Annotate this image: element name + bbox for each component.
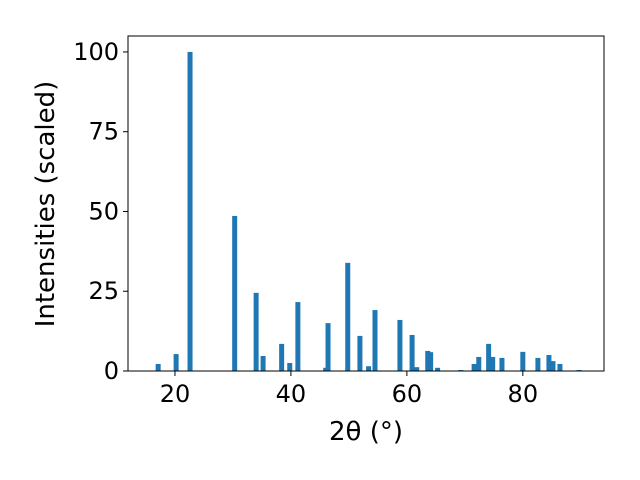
bar <box>187 51 193 371</box>
plot-frame <box>127 35 605 372</box>
bar <box>499 357 505 371</box>
y-axis-label: Intensities (scaled) <box>31 81 61 328</box>
bar <box>550 361 556 371</box>
bar <box>486 343 492 371</box>
bar <box>397 319 403 371</box>
x-tick-label: 60 <box>392 380 423 408</box>
bar <box>325 323 331 371</box>
bar <box>295 302 301 371</box>
bar <box>476 356 482 371</box>
bar <box>232 215 238 371</box>
bar <box>260 356 266 371</box>
x-axis-label: 2θ (°) <box>329 417 403 447</box>
bar <box>287 363 293 371</box>
bar <box>557 363 563 371</box>
bar <box>173 354 179 371</box>
y-tick-label: 100 <box>73 38 119 66</box>
bar <box>490 356 496 371</box>
bar <box>372 310 378 371</box>
y-tick-label: 75 <box>88 118 119 146</box>
x-tick-label: 40 <box>276 380 307 408</box>
bar <box>520 351 526 371</box>
bar <box>546 355 552 371</box>
bar <box>366 366 372 371</box>
bar <box>425 350 431 371</box>
bar <box>428 352 434 371</box>
bar <box>155 363 161 371</box>
bar <box>253 292 259 371</box>
y-tick-label: 25 <box>88 277 119 305</box>
x-tick-label: 80 <box>508 380 539 408</box>
bar <box>414 367 420 371</box>
bar <box>471 363 477 371</box>
x-tick-label: 20 <box>160 380 191 408</box>
bar <box>409 334 415 371</box>
bar <box>345 262 351 371</box>
bar <box>435 367 441 371</box>
bar <box>279 343 285 371</box>
bar <box>357 335 363 371</box>
y-tick-label: 0 <box>104 357 119 385</box>
bar <box>535 357 541 371</box>
y-tick-label: 50 <box>88 197 119 225</box>
